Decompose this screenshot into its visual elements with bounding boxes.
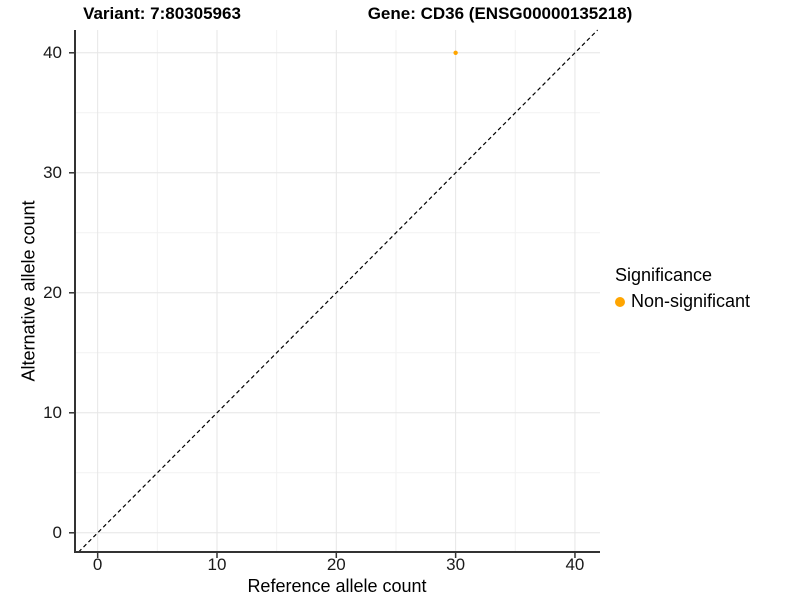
x-tick-label: 20 <box>326 555 346 574</box>
legend-point-icon <box>615 296 625 307</box>
y-tick-label: 40 <box>43 42 62 62</box>
x-tick-label: 0 <box>92 555 103 574</box>
y-tick-label: 30 <box>43 162 62 182</box>
legend-entry: Non-significant <box>615 291 750 312</box>
x-tick-label: 40 <box>565 555 585 574</box>
x-axis-label: Reference allele count <box>247 576 427 596</box>
plot-title-gene: Gene: CD36 (ENSG00000135218) <box>367 4 633 23</box>
data-point <box>453 50 458 55</box>
plot-title-variant: Variant: 7:80305963 <box>83 4 241 23</box>
y-tick-label: 10 <box>43 402 62 422</box>
x-tick-label: 30 <box>446 555 466 574</box>
legend-entry-label: Non-significant <box>631 291 751 311</box>
legend: Significance Non-significant <box>615 265 750 312</box>
y-tick-label: 20 <box>43 282 62 302</box>
identity-line <box>78 29 599 553</box>
y-tick-label: 0 <box>52 522 62 542</box>
legend-title: Significance <box>615 265 713 285</box>
x-tick-label: 10 <box>207 555 227 574</box>
